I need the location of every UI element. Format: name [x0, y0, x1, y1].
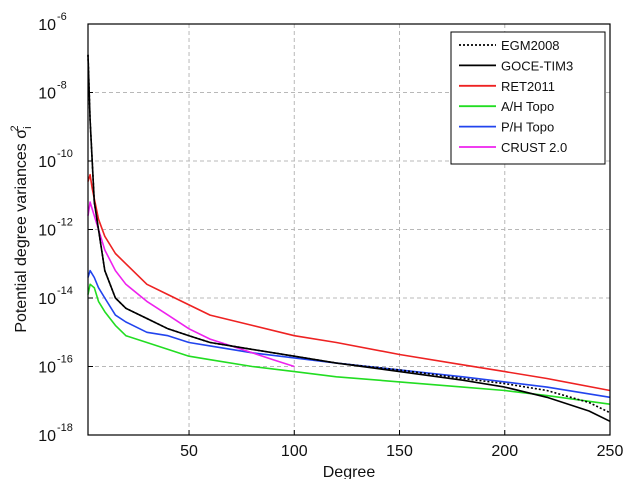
y-tick-exponent: -12: [57, 217, 73, 229]
y-tick-label: 10: [38, 86, 56, 103]
y-tick-exponent: -16: [57, 354, 73, 366]
series-line-crust-2-0: [87, 201, 295, 368]
x-tick-label: 200: [491, 443, 518, 460]
y-tick-label: 10: [38, 17, 56, 34]
legend-label-goce-tim3: GOCE-TIM3: [501, 58, 573, 73]
y-tick-label: 10: [38, 154, 56, 171]
y-tick-label: 10: [38, 291, 56, 308]
legend-label-a-h-topo: A/H Topo: [501, 99, 554, 114]
x-tick-label: 250: [597, 443, 624, 460]
x-tick-label: 100: [281, 443, 308, 460]
series-line-p-h-topo: [87, 269, 611, 399]
x-axis-ticks: 50 100 150 200 250: [180, 430, 623, 460]
y-tick-exponent: -14: [57, 285, 73, 297]
series-line-a-h-topo: [87, 283, 611, 405]
y-axis-title-superscript: 2: [9, 125, 21, 131]
series-group: [87, 54, 611, 423]
x-tick-label: 50: [180, 443, 198, 460]
y-axis-title-subscript: i: [22, 126, 34, 128]
y-axis-title-main: Potential degree variances σ: [13, 129, 30, 333]
y-tick-exponent: -10: [57, 148, 73, 160]
y-tick-label: 10: [38, 223, 56, 240]
legend-box: [450, 31, 606, 165]
y-tick-label: 10: [38, 428, 56, 445]
legend-label-ret2011: RET2011: [501, 79, 555, 94]
x-tick-label: 150: [386, 443, 413, 460]
legend-label-crust-2-0: CRUST 2.0: [501, 140, 567, 155]
x-axis-title: Degree: [323, 464, 376, 479]
y-axis-title: Potential degree variances σi2: [9, 125, 34, 332]
legend: EGM2008 GOCE-TIM3 RET2011 A/H Topo P/H Topo C…: [450, 31, 606, 165]
y-tick-exponent: -6: [57, 11, 67, 23]
legend-label-egm2008: EGM2008: [501, 38, 560, 53]
y-tick-exponent: -18: [57, 422, 73, 434]
y-tick-exponent: -8: [57, 80, 67, 92]
y-tick-label: 10: [38, 360, 56, 377]
legend-label-p-h-topo: P/H Topo: [501, 120, 554, 135]
series-line-egm2008: [87, 54, 611, 414]
